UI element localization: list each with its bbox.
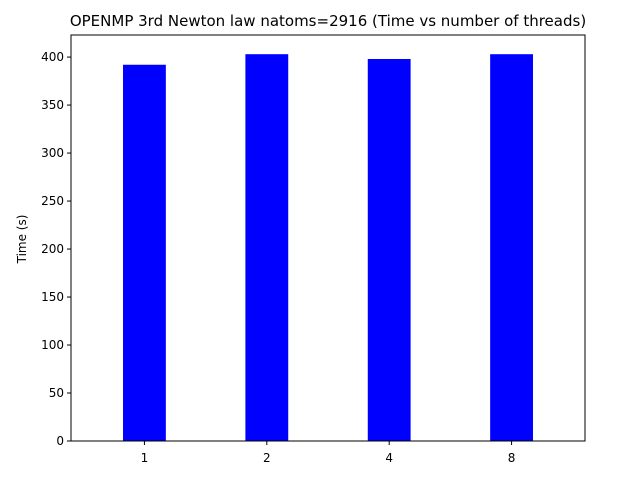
x-tick-label: 8	[508, 451, 516, 465]
y-tick-label: 0	[56, 434, 64, 448]
bar-2	[245, 54, 289, 441]
y-tick-label: 300	[41, 146, 64, 160]
y-tick-label: 400	[41, 50, 64, 64]
y-ticks-group: 0 50 100 150 200 250 300 350 400	[41, 50, 71, 448]
y-tick-label: 350	[41, 98, 64, 112]
bar-8	[490, 54, 533, 441]
y-tick-label: 150	[41, 290, 64, 304]
bar-4	[367, 58, 411, 442]
bar-1	[123, 64, 166, 441]
x-ticks-group: 1 2 4 8	[141, 441, 516, 465]
x-tick-label: 2	[263, 451, 271, 465]
y-tick-label: 250	[41, 194, 64, 208]
chart-title: OPENMP 3rd Newton law natoms=2916 (Time …	[70, 12, 586, 30]
y-tick-label: 50	[49, 386, 64, 400]
plot-frame	[70, 34, 586, 442]
y-tick-label: 100	[41, 338, 64, 352]
bars-group	[123, 54, 533, 442]
y-tick-label: 200	[41, 242, 64, 256]
x-tick-label: 1	[141, 451, 149, 465]
y-axis-label: Time (s)	[15, 215, 29, 265]
x-tick-label: 4	[385, 451, 393, 465]
